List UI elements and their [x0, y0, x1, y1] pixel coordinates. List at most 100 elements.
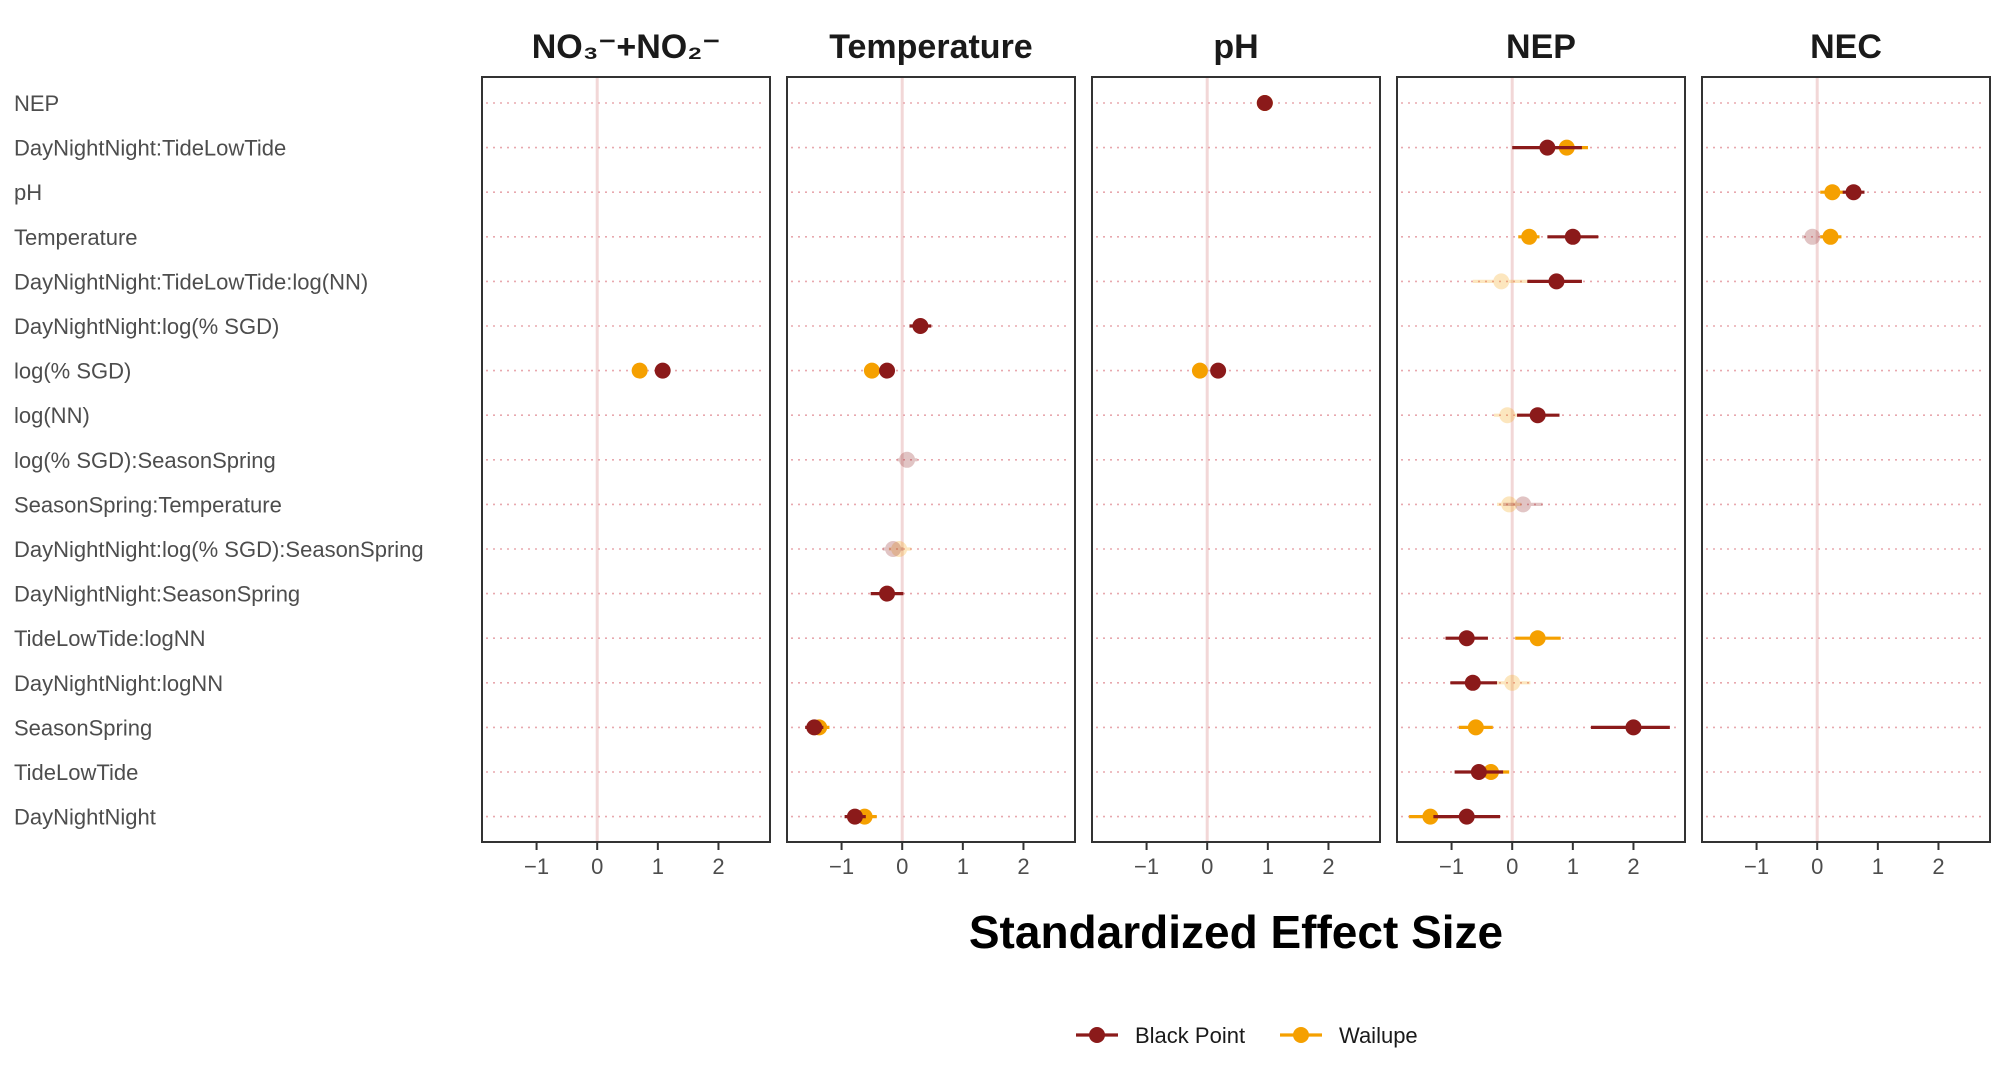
row-label-daynightnight-log-sgd: DayNightNight:log(% SGD)	[14, 314, 279, 339]
effect-black-point-daynightnight-seasonspring	[870, 585, 904, 602]
effect-black-point-log-sgd-seasonspring	[897, 451, 918, 468]
x-tick-label: −1	[1439, 854, 1464, 879]
facet-title: Temperature	[829, 28, 1032, 66]
panel-border	[481, 76, 771, 843]
row-label-daynightnight: DayNightNight	[14, 805, 156, 830]
effect-black-point-seasonspring-temperature	[1503, 496, 1543, 513]
effect-black-point-daynightnight-tidelowtide	[1512, 139, 1582, 156]
estimate-point	[1458, 808, 1475, 825]
row-label-nep: NEP	[14, 91, 59, 116]
facet-nep: NEP −1 0 1 2	[1396, 28, 1686, 879]
x-tick-label: 0	[1506, 854, 1518, 879]
x-tick-label: 1	[957, 854, 969, 879]
effect-black-point-daynightnight-log-sgd-seasonspring	[882, 541, 904, 557]
row-label-log-sgd: log(% SGD)	[14, 359, 131, 384]
x-axis-title: Standardized Effect Size	[969, 906, 1503, 958]
x-tick-label: 1	[652, 854, 664, 879]
estimate-point	[1822, 228, 1839, 245]
x-tick-label: 1	[1567, 854, 1579, 879]
effect-black-point-log-sgd	[654, 362, 671, 379]
x-tick-label: −1	[524, 854, 549, 879]
effect-black-point-daynightnight-lognn	[1450, 674, 1498, 691]
estimate-point	[1625, 719, 1642, 736]
effect-black-point-log-nn	[1517, 407, 1560, 424]
facet-temperature: Temperature −1 0 1 2	[786, 28, 1076, 879]
estimate-point	[1515, 496, 1532, 513]
effect-wailupe-temperature	[1820, 228, 1842, 245]
estimate-point	[1504, 674, 1521, 691]
row-label-daynightnight-log-sgd-seasonspring: DayNightNight:log(% SGD):SeasonSpring	[14, 537, 424, 562]
x-tick-label: 0	[1201, 854, 1213, 879]
estimate-point	[891, 541, 908, 557]
effect-wailupe-log-sgd	[863, 362, 880, 379]
x-tick-label: −1	[829, 854, 854, 879]
legend-marker	[1293, 1027, 1309, 1043]
x-tick-label: 1	[1872, 854, 1884, 879]
effect-wailupe-temperature	[1518, 228, 1540, 245]
row-label-seasonspring: SeasonSpring	[14, 715, 152, 740]
estimate-point	[806, 719, 823, 736]
effect-black-point-ph	[1842, 184, 1865, 201]
estimate-point	[1210, 362, 1227, 379]
row-label-log-nn: log(NN)	[14, 403, 90, 428]
estimate-point	[879, 362, 896, 379]
estimate-point	[899, 451, 916, 468]
estimate-point	[1464, 674, 1481, 691]
row-labels: NEP DayNightNight:TideLowTide pH Temperatur…	[14, 91, 424, 830]
panel-border	[786, 76, 1076, 843]
row-label-seasonspring-temperature: SeasonSpring:Temperature	[14, 492, 282, 517]
effect-black-point-log-sgd	[879, 362, 896, 379]
estimate-point	[1499, 407, 1516, 424]
effect-wailupe-daynightnight-tidelowtide-log-nn	[1472, 273, 1531, 290]
estimate-point	[1529, 630, 1546, 647]
row-label-daynightnight-seasonspring: DayNightNight:SeasonSpring	[14, 582, 300, 607]
legend-item-wailupe: Wailupe	[1280, 1023, 1418, 1048]
facet-nec: NEC −1 0 1 2	[1701, 28, 1991, 879]
estimate-point	[1191, 362, 1208, 379]
legend-label: Black Point	[1135, 1023, 1245, 1048]
facet-title: NO₃⁻+NO₂⁻	[532, 28, 721, 66]
row-label-daynightnight-tidelowtide-log-nn: DayNightNight:TideLowTide:log(NN)	[14, 269, 368, 294]
x-tick-label: 2	[1017, 854, 1029, 879]
estimate-point	[1824, 184, 1841, 201]
effect-black-point-daynightnight-tidelowtide-log-nn	[1527, 273, 1582, 290]
row-label-log-sgd-seasonspring: log(% SGD):SeasonSpring	[14, 448, 276, 473]
estimate-point	[1845, 184, 1862, 201]
effect-wailupe-ph	[1820, 184, 1845, 201]
effect-black-point-seasonspring	[1591, 719, 1670, 736]
effect-wailupe-daynightnight-log-sgd-seasonspring	[888, 541, 912, 557]
effect-wailupe-tidelowtide-lognn	[1515, 630, 1561, 647]
estimate-point	[654, 362, 671, 379]
row-label-tidelowtide: TideLowTide	[14, 760, 138, 785]
panel-border	[1091, 76, 1381, 843]
effect-wailupe-seasonspring-temperature	[1497, 496, 1522, 513]
estimate-point	[912, 318, 929, 334]
x-tick-label: 1	[1262, 854, 1274, 879]
estimate-point	[1521, 228, 1538, 245]
facet-title: NEP	[1506, 28, 1576, 66]
effect-black-point-seasonspring	[805, 719, 824, 736]
effect-black-point-temperature	[1547, 228, 1599, 245]
x-tick-label: 0	[591, 854, 603, 879]
row-label-tidelowtide-lognn: TideLowTide:logNN	[14, 626, 206, 651]
x-tick-label: 2	[712, 854, 724, 879]
estimate-point	[879, 585, 896, 602]
row-label-daynightnight-tidelowtide: DayNightNight:TideLowTide	[14, 136, 286, 161]
estimate-point	[1470, 764, 1487, 780]
estimate-point	[1564, 228, 1581, 245]
effect-black-point-daynightnight	[1433, 808, 1501, 825]
panel-border	[1701, 76, 1991, 843]
facet-title: pH	[1213, 28, 1258, 66]
x-tick-label: 2	[1322, 854, 1334, 879]
estimate-point	[885, 541, 902, 557]
legend: Black Point Wailupe	[1076, 1023, 1418, 1048]
legend-item-black-point: Black Point	[1076, 1023, 1245, 1048]
x-tick-label: 2	[1932, 854, 1944, 879]
estimate-point	[631, 362, 648, 379]
effect-black-point-log-sgd	[1210, 362, 1227, 379]
facet-title: NEC	[1810, 28, 1882, 66]
effect-wailupe-log-sgd	[1191, 362, 1208, 379]
facet-no-no: NO₃⁻+NO₂⁻ −1 0 1 2	[481, 28, 771, 879]
estimate-point	[1501, 496, 1518, 513]
